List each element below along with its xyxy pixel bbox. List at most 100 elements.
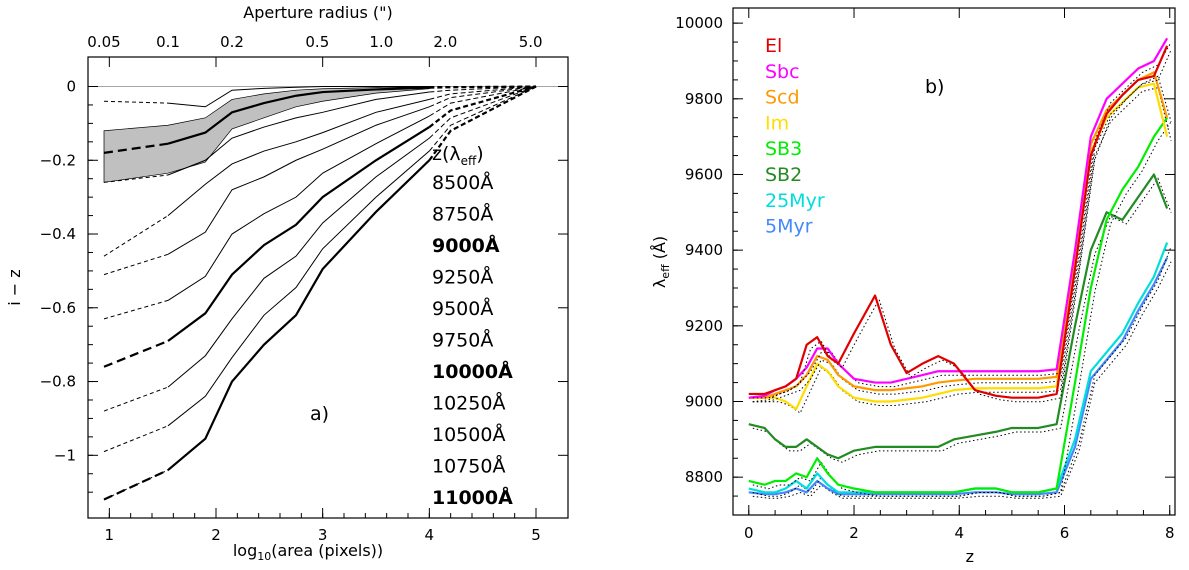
y-tick-label-a: 0 <box>66 78 76 96</box>
legend-b-3: Im <box>765 112 789 134</box>
y-tick-label-b: 9800 <box>685 90 723 108</box>
series-b-0-reference <box>752 49 1172 403</box>
legend-b-2: Scd <box>765 87 800 109</box>
legend-b-1: Sbc <box>765 61 800 83</box>
series-a-10-line <box>167 159 431 471</box>
legend-b-4: SB3 <box>765 138 802 160</box>
legend-label-4: 9500Å <box>432 297 493 320</box>
series-b-4-reference <box>752 121 1172 497</box>
x-tick-label-a: 4 <box>425 526 435 544</box>
series-a-5-inner <box>103 299 169 320</box>
series-a-0-inner <box>103 100 169 104</box>
y-tick-label-b: 10000 <box>675 14 723 32</box>
top-tick-label: 1.0 <box>369 33 393 51</box>
legend-label-8: 10500Å <box>432 423 505 446</box>
y-tick-label-a: −1 <box>54 446 76 464</box>
legend-b-5: SB2 <box>765 164 802 186</box>
top-tick-label: 5.0 <box>519 33 543 51</box>
top-tick-label: 0.5 <box>305 33 329 51</box>
series-a-9-line <box>167 159 430 471</box>
series-a-8-line <box>167 150 430 427</box>
legend-label-5: 9750Å <box>432 329 493 352</box>
series-b-2-line <box>748 71 1169 399</box>
y-tick-label-b: 9400 <box>685 241 723 259</box>
x-tick-label-b: 6 <box>1060 524 1070 542</box>
panel-label-b: b) <box>925 76 944 98</box>
series-b-0-line <box>748 45 1169 399</box>
x-tick-label-b: 8 <box>1165 524 1175 542</box>
x-tick-label-a: 3 <box>318 526 328 544</box>
x-tick-label-a: 5 <box>531 526 541 544</box>
y-tick-label-b: 9200 <box>685 317 723 335</box>
series-a-3-line <box>167 98 430 216</box>
series-b-5-reference <box>752 177 1172 463</box>
series-a-6-inner <box>103 339 169 368</box>
y-tick-label-a: −0.4 <box>40 225 76 243</box>
series-a-4-line <box>167 106 430 255</box>
series-a-10-inner <box>103 469 169 501</box>
y-tick-label-b: 9600 <box>685 165 723 183</box>
legend-label-2: 9000Å <box>432 233 500 257</box>
legend-label-10: 11000Å <box>432 485 513 509</box>
y-tick-label-a: −0.2 <box>40 151 76 169</box>
x-tick-label-b: 2 <box>849 524 859 542</box>
plot-frame-a <box>87 56 569 519</box>
y-tick-label-b: 9000 <box>685 392 723 410</box>
series-a-10-outer <box>428 85 537 161</box>
panel-a: 1 2 3 4 5 0 −0.2 −0.4 −0.6 −0.8 −1 0.05 0.1 0.2 0.5 1.0… <box>5 3 569 563</box>
series-b-2-reference <box>752 75 1172 403</box>
legend-label-0: 8500Å <box>432 171 493 194</box>
panel-label-a: a) <box>310 403 329 425</box>
legend-b-0: El <box>765 35 782 57</box>
series-a-7-line <box>167 137 430 388</box>
x-axis-label-b: z <box>966 547 974 566</box>
x-tick-label-b: 4 <box>954 524 964 542</box>
top-tick-label: 0.05 <box>87 33 120 51</box>
legend-b-6: 25Myr <box>765 190 825 212</box>
series-a-7-inner <box>103 386 169 412</box>
series-b-1-line <box>748 37 1169 399</box>
series-a-6-line <box>167 126 430 342</box>
series-b-5-line <box>748 173 1169 460</box>
series-a-4-inner <box>103 253 169 276</box>
series-a-2-line <box>167 86 430 145</box>
x-tick-label-b: 0 <box>744 524 754 542</box>
series-a-1-line <box>167 91 430 176</box>
legend-label-9: 10750Å <box>432 455 505 478</box>
legend-label-7: 10250Å <box>432 392 505 415</box>
series-a-0-line <box>167 86 430 108</box>
y-tick-label-b: 8800 <box>685 468 723 486</box>
legend-title: z(λeff) <box>432 143 484 168</box>
series-a-6-outer <box>428 85 537 128</box>
series-a-2-inner <box>103 142 169 154</box>
series-b-7-line <box>748 257 1169 496</box>
series-a-5-outer <box>429 86 537 117</box>
scatter-band <box>103 86 430 183</box>
series-b-4-line <box>748 117 1169 494</box>
series-a-7-outer <box>428 86 537 139</box>
legend-label-3: 9250Å <box>432 266 493 289</box>
y-tick-label-a: −0.6 <box>40 299 76 317</box>
top-axis-label: Aperture radius (") <box>243 3 392 22</box>
series-a-8-inner <box>103 425 169 453</box>
legend-label-1: 8750Å <box>432 203 493 226</box>
y-axis-label-b: λeff (Å) <box>650 236 672 288</box>
panel-b: 0 2 4 6 8 8800 9000 9200 9400 9600 9800 10000 z λeff … <box>650 7 1176 566</box>
series-a-1-inner <box>103 174 169 183</box>
x-axis-label-a: log10(area (pixels)) <box>233 541 383 563</box>
series-b-3-reference <box>752 87 1172 414</box>
x-tick-label-a: 2 <box>211 526 221 544</box>
series-a-3-outer <box>429 86 537 100</box>
legend-label-6: 10000Å <box>432 359 513 383</box>
series-a-4-outer <box>429 86 537 108</box>
series-a-8-outer <box>428 86 537 152</box>
top-tick-label: 2.0 <box>433 33 457 51</box>
y-axis-label-a: i − z <box>5 269 24 305</box>
series-a-5-line <box>167 115 430 301</box>
legend-b-7: 5Myr <box>765 216 813 238</box>
series-a-3-inner <box>103 215 169 257</box>
y-tick-label-a: −0.8 <box>40 373 76 391</box>
x-tick-label-a: 1 <box>105 526 115 544</box>
plot-frame-b <box>732 7 1176 516</box>
